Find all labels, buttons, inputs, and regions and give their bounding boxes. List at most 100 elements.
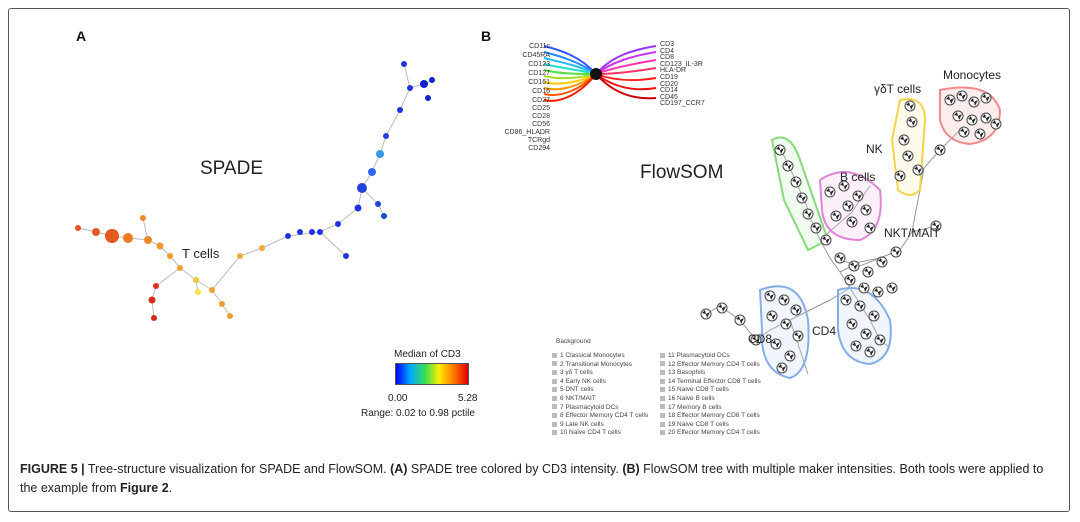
flowsom-node-wedge: [936, 146, 944, 154]
spade-node: [425, 95, 431, 101]
colorbar-title: Median of CD3: [394, 349, 461, 360]
radial-marker-label: TCRgd: [527, 137, 550, 144]
legend-item: 8 Effector Memory CD4 T cells: [552, 412, 648, 419]
caption-bold-a: (A): [390, 462, 408, 476]
flowsom-node-wedge: [832, 212, 840, 220]
flowsom-node-wedge: [874, 288, 882, 296]
flowsom-node-wedge: [794, 332, 802, 340]
flowsom-node-wedge: [982, 114, 990, 122]
spade-node: [375, 201, 381, 207]
flowsom-node-wedge: [778, 364, 786, 372]
flowsom-node-wedge: [804, 210, 812, 218]
flowsom-node-wedge: [976, 130, 984, 138]
flowsom-node-wedge: [896, 172, 904, 180]
flowsom-node-wedge: [982, 94, 990, 102]
spade-node: [401, 61, 407, 67]
flowsom-node-wedge: [822, 236, 830, 244]
radial-marker-label: CD197_CCR7: [660, 100, 705, 108]
flowsom-node-wedge: [904, 152, 912, 160]
colorbar-gradient: [395, 363, 469, 385]
label-nkt: NKT/MAIT: [884, 226, 940, 240]
legend-label: 10 Naive CD4 T cells: [560, 429, 621, 437]
legend-label: 8 Effector Memory CD4 T cells: [560, 412, 649, 420]
colorbar-max: 5.28: [458, 393, 478, 404]
legend-label: 17 Memory B cells: [668, 403, 722, 411]
flowsom-node-wedge: [876, 336, 884, 344]
radial-marker-label: CD56: [532, 121, 550, 128]
flowsom-node-wedge: [870, 312, 878, 320]
flowsom-node-wedge: [954, 112, 962, 120]
radial-marker-label: CD16: [532, 88, 550, 95]
flowsom-node-wedge: [702, 310, 710, 318]
legend-swatch: [660, 430, 665, 436]
label-cd4: CD4: [812, 324, 837, 338]
spade-node: [368, 168, 376, 176]
legend-label: 19 Naive CD8 T cells: [668, 420, 729, 428]
spade-tree: [75, 61, 435, 321]
flowsom-node-wedge: [960, 128, 968, 136]
flowsom-node-wedge: [852, 342, 860, 350]
flowsom-node-wedge: [768, 312, 776, 320]
radial-marker-label: CD127: [528, 70, 550, 77]
radial-markers-left: CD11c CD45RA CD123 CD127 CD161 CD16 CD27: [512, 42, 550, 105]
radial-marker-label: CD123: [528, 61, 550, 68]
legend-swatch: [552, 430, 557, 436]
flowsom-node-wedge: [892, 248, 900, 256]
caption-figure-ref[interactable]: Figure 2: [120, 481, 169, 495]
spade-node: [317, 229, 323, 235]
legend-label: 18 Effector Memory CD8 T cells: [668, 412, 760, 420]
spade-node: [420, 80, 428, 88]
radial-marker-label: CD123_IL-3R: [660, 60, 703, 68]
legend-item: 20 Effector Memory CD4 T cells: [660, 429, 760, 436]
spade-node: [354, 204, 362, 212]
flowsom-node-wedge: [862, 206, 870, 214]
legend-label: 6 NKT/MAIT: [560, 395, 596, 402]
flowsom-node-wedge: [856, 302, 864, 310]
radial-marker-label: CD14: [660, 87, 678, 95]
legend-swatch: [552, 369, 557, 375]
spade-node: [376, 150, 384, 158]
flowsom-node-wedge: [854, 192, 862, 200]
flowsom-node-wedge: [888, 284, 896, 292]
flowsom-node-wedge: [780, 296, 788, 304]
spade-node: [177, 265, 183, 271]
spade-node: [237, 253, 243, 259]
flowsom-tree: [700, 86, 1002, 380]
legend-item: 10 Naive CD4 T cells: [552, 429, 621, 436]
legend-swatch: [660, 404, 665, 410]
legend-item: 15 Naive CD8 T cells: [660, 386, 729, 393]
legend-swatch: [552, 421, 557, 427]
flowsom-node-wedge: [848, 218, 856, 226]
radial-marker-label: CD28: [532, 113, 550, 120]
legend-item: 14 Terminal Effector CD8 T cells: [660, 378, 761, 385]
legend-swatch: [660, 361, 665, 367]
flowsom-node-wedge: [752, 336, 760, 344]
spade-tcells-label: T cells: [182, 246, 220, 261]
flowsom-node-wedge: [846, 276, 854, 284]
radial-marker-label: CD86_HLADR: [504, 129, 550, 136]
legend-item: 18 Effector Memory CD8 T cells: [660, 412, 760, 419]
flowsom-node-wedge: [992, 120, 1000, 128]
legend-label: 7 Plasmacytoid DCs: [560, 403, 619, 411]
panel-b-letter: B: [481, 28, 492, 44]
legend-label: 1 Classical Monocytes: [560, 352, 625, 359]
legend-swatch: [552, 378, 557, 384]
legend-label: 16 Naive B cells: [668, 395, 715, 402]
legend-item: 11 Plasmacytoid DCs: [660, 352, 730, 359]
spade-node: [397, 107, 403, 113]
flowsom-node-wedge: [798, 194, 806, 202]
flowsom-node-wedge: [844, 202, 852, 210]
spade-node: [297, 229, 303, 235]
radial-marker-label: CD19: [660, 73, 678, 81]
legend-label: 9 Late NK cells: [560, 420, 604, 428]
flowsom-node-wedge: [968, 116, 976, 124]
flowsom-node-wedge: [906, 102, 914, 110]
flowsom-node-wedge: [784, 162, 792, 170]
flowsom-node-wedge: [772, 340, 780, 348]
legend-swatch: [660, 412, 665, 418]
spade-title: SPADE: [200, 158, 264, 179]
legend-swatch: [660, 421, 665, 427]
radial-marker-label: CD45: [660, 93, 678, 101]
label-nk: NK: [866, 142, 883, 156]
radial-marker-label: HLA-DR: [660, 67, 687, 75]
